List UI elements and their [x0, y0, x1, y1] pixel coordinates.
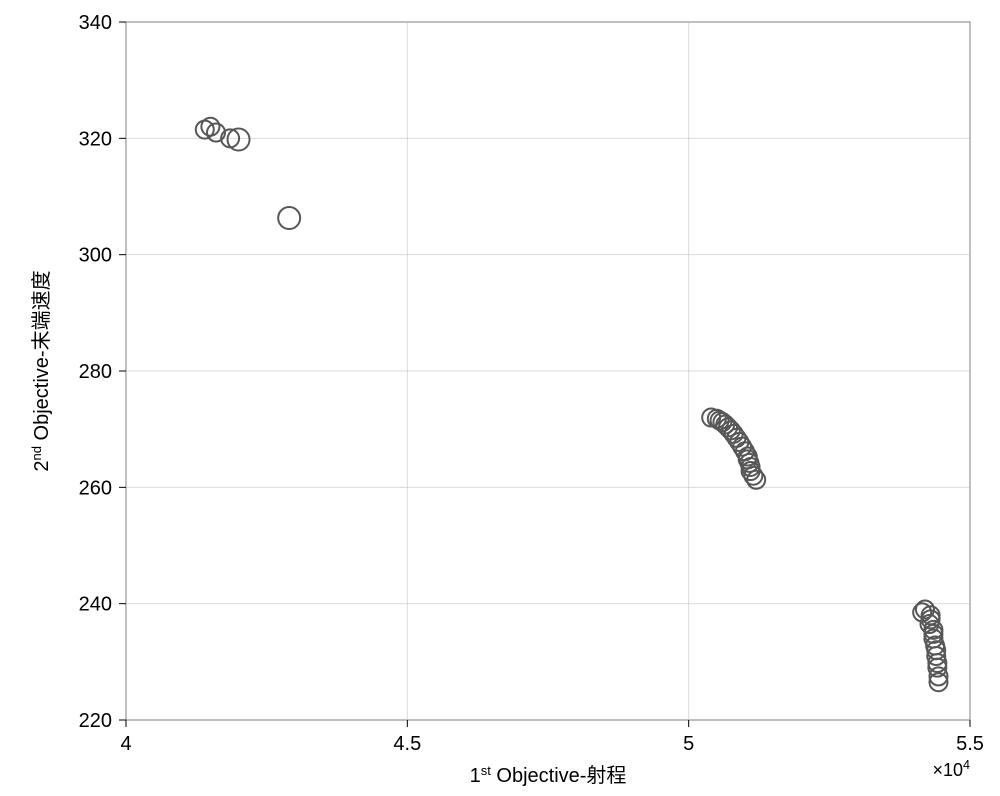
- x-tick-label: 5: [683, 733, 694, 755]
- x-tick-label: 4: [120, 733, 131, 755]
- x-tick-label: 5.5: [956, 733, 984, 755]
- y-tick-label: 260: [79, 477, 112, 499]
- y-tick-label: 300: [79, 245, 112, 267]
- y-tick-label: 220: [79, 710, 112, 732]
- y-axis-label: 2nd Objective-末端速度: [29, 270, 54, 471]
- x-exponent: ×104: [932, 758, 970, 780]
- y-tick-label: 280: [79, 361, 112, 383]
- scatter-chart: 4 4.5 5 5.5 220 240 260 280 300 320 340 ×104 1st Obj…: [0, 0, 1000, 796]
- x-tick-label: 4.5: [393, 733, 421, 755]
- y-tick-label: 340: [79, 12, 112, 34]
- y-tick-label: 320: [79, 128, 112, 150]
- x-axis-label: 1st Objective-射程: [470, 763, 627, 788]
- y-tick-label: 240: [79, 594, 112, 616]
- chart-svg: 4 4.5 5 5.5 220 240 260 280 300 320 340 ×104 1st Obj…: [0, 0, 1000, 796]
